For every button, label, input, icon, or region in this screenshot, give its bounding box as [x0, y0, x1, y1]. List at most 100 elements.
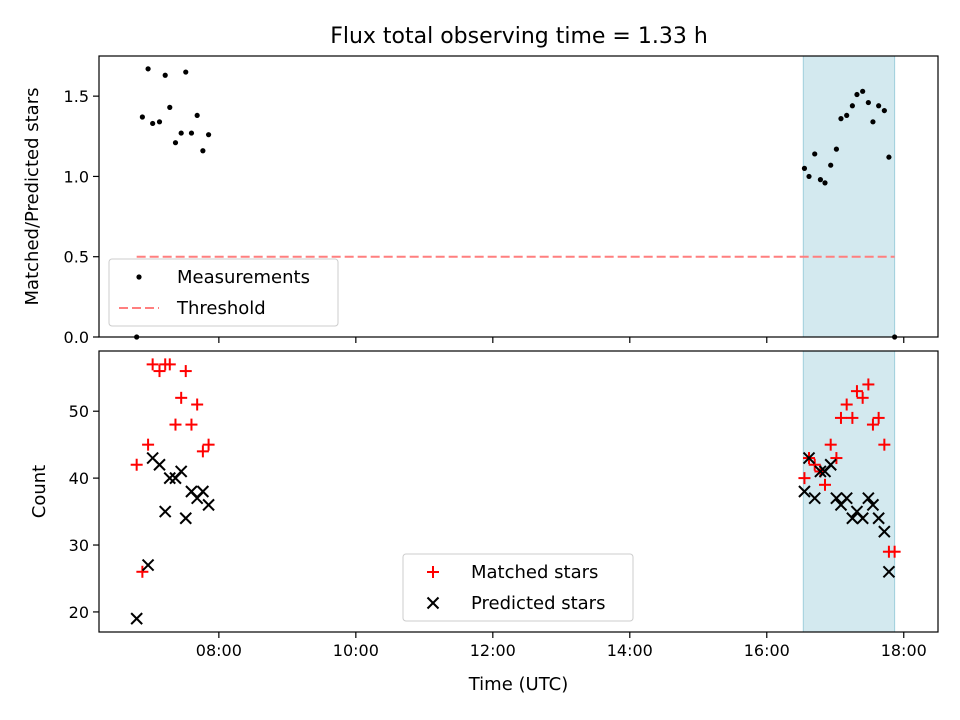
bottom-plot-marks	[130, 358, 901, 625]
matched-stars-point	[175, 391, 188, 404]
y-tick-label: 0.0	[64, 328, 89, 347]
matched-stars-point	[146, 358, 159, 371]
predicted-stars-point	[882, 565, 896, 578]
bottom-y-axis-label: Count	[29, 465, 50, 518]
predicted-stars-point	[840, 491, 853, 505]
y-tick-label: 40	[69, 469, 89, 488]
x-axis-label: Time (UTC)	[468, 674, 569, 695]
legend-threshold-label: Threshold	[176, 298, 266, 319]
x-tick-label: 14:00	[607, 641, 653, 660]
matched-stars-point	[830, 452, 843, 465]
matched-stars-point	[136, 565, 149, 578]
matched-stars-point	[202, 438, 215, 451]
predicted-stars-point	[814, 465, 827, 478]
measurements-point	[838, 116, 844, 122]
predicted-stars-point	[130, 612, 143, 625]
measurements-point	[844, 112, 850, 119]
matched-stars-point	[866, 418, 879, 431]
measurements-point	[205, 132, 212, 138]
y-tick-label: 1.0	[64, 167, 89, 186]
matched-stars-point	[153, 365, 166, 378]
matched-stars-point	[850, 385, 863, 398]
predicted-stars-point	[802, 451, 816, 465]
matched-stars-point	[824, 438, 837, 451]
predicted-stars-point	[824, 458, 837, 471]
matched-stars-point	[196, 445, 209, 458]
measurements-point	[200, 148, 206, 154]
top-highlight-span	[802, 56, 896, 337]
x-tick-label: 16:00	[744, 641, 790, 660]
measurements-point	[881, 107, 887, 114]
predicted-stars-point	[866, 498, 880, 512]
matched-stars-point	[856, 391, 869, 404]
predicted-stars-point	[174, 465, 188, 478]
matched-stars-point	[862, 378, 875, 391]
measurements-point	[822, 180, 828, 186]
predicted-stars-point	[153, 458, 166, 471]
bottom-panel: 08:00 10:00 12:00 14:00 16:00 18:00 20 30 40 50 C…	[29, 350, 939, 695]
measurements-point	[162, 72, 168, 78]
top-legend: Measurements Threshold	[108, 258, 339, 327]
predicted-stars-point	[872, 512, 885, 525]
y-tick-label: 30	[69, 536, 89, 555]
x-tick-label: 12:00	[470, 641, 516, 660]
matched-stars-point	[818, 478, 831, 491]
measurements-point	[817, 177, 824, 183]
measurements-point	[833, 146, 840, 152]
predicted-stars-point	[798, 485, 811, 498]
measurements-point	[865, 99, 871, 106]
predicted-stars-point	[158, 505, 172, 518]
matched-stars-point	[163, 358, 176, 371]
measurements-point	[183, 69, 189, 75]
legend-predicted-stars-swatch	[426, 596, 440, 610]
top-ticks: 0.0 0.5 1.0 1.5	[64, 87, 905, 347]
measurements-point	[145, 66, 151, 72]
matched-stars-point	[185, 418, 198, 431]
predicted-stars-point	[862, 491, 875, 505]
predicted-stars-point	[163, 471, 176, 485]
matched-stars-point	[846, 411, 859, 424]
predicted-stars-point	[179, 512, 192, 525]
measurements-point	[849, 103, 855, 109]
legend-box	[402, 553, 634, 622]
predicted-stars-point	[846, 512, 859, 525]
figure-title: Flux total observing time = 1.33 h	[330, 24, 708, 49]
matched-stars-point	[808, 458, 821, 471]
predicted-stars-point	[830, 491, 843, 505]
measurements-point	[870, 119, 876, 125]
y-tick-label: 20	[69, 603, 89, 622]
measurements-point	[812, 151, 818, 157]
top-y-axis-label: Matched/Predicted stars	[22, 88, 43, 306]
matched-stars-point	[169, 418, 182, 431]
measurements-point	[150, 120, 156, 127]
predicted-stars-point	[808, 491, 821, 505]
measurements-point	[886, 154, 892, 160]
x-tick-label: 10:00	[333, 641, 379, 660]
top-plot-marks	[134, 66, 898, 340]
bottom-legend: Matched stars Predicted stars	[402, 553, 634, 622]
measurements-point	[139, 114, 145, 120]
measurements-point	[854, 91, 860, 98]
matched-stars-point	[142, 438, 155, 451]
legend-matched-stars-swatch	[427, 566, 439, 578]
legend-matched-stars-label: Matched stars	[471, 562, 598, 583]
measurements-point	[860, 88, 866, 94]
y-tick-label: 50	[69, 402, 89, 421]
legend-predicted-stars-label: Predicted stars	[471, 593, 605, 614]
measurements-point	[876, 103, 882, 109]
bottom-highlight-span	[802, 351, 896, 632]
y-tick-label: 1.5	[64, 87, 89, 106]
bottom-axes-frame	[98, 350, 939, 633]
predicted-stars-point	[202, 498, 215, 512]
matched-stars-point	[179, 365, 192, 378]
measurements-point	[828, 162, 834, 168]
x-tick-label: 08:00	[196, 641, 242, 660]
top-panel: 0.0 0.5 1.0 1.5 Matched/Predicted stars Mea…	[22, 55, 939, 347]
highlight-span-fill	[803, 56, 895, 337]
measurements-point	[172, 140, 179, 146]
legend-box	[108, 258, 339, 327]
measurements-point	[188, 130, 195, 136]
matched-stars-point	[888, 545, 901, 558]
top-axes-frame	[98, 55, 939, 338]
